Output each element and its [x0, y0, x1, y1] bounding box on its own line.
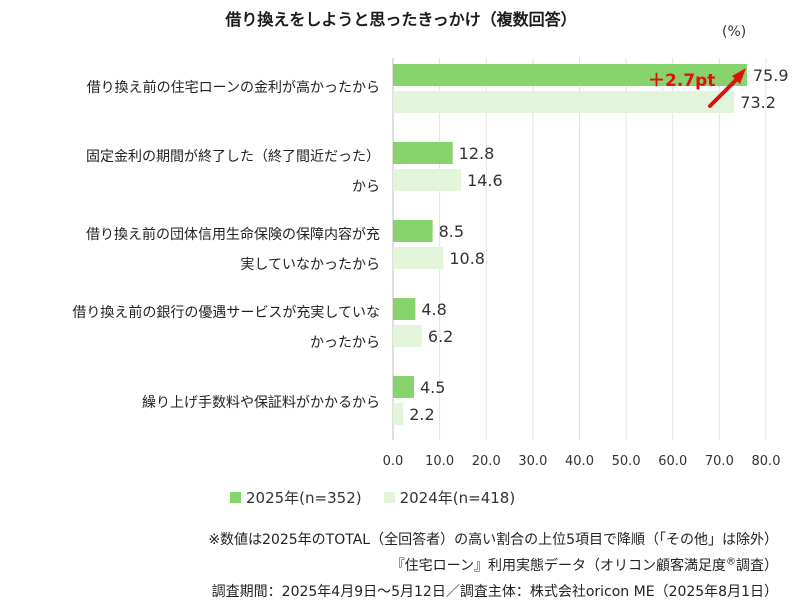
x-tick-label: 30.0 [518, 454, 547, 469]
x-tick-label: 60.0 [658, 454, 687, 469]
category-label: 実していなかったから [240, 257, 380, 273]
note-ranking: ※数値は2025年のTOTAL（全回答者）の高い割合の上位5項目で降順（「その他… [208, 532, 778, 548]
bar-chart: 0.0 10.0 20.0 30.0 40.0 50.0 60.0 70.0 80.0 75.9 1… [383, 58, 789, 469]
legend: 2025年(n=352) 2024年(n=418) [230, 487, 537, 508]
unit-label: (%) [722, 24, 747, 40]
bar-2024 [393, 169, 462, 191]
x-tick-label: 40.0 [565, 454, 594, 469]
data-label: 4.8 [421, 300, 446, 319]
bar-2024 [393, 91, 735, 113]
bar-2024 [393, 247, 444, 269]
legend-label: 2024年(n=418) [399, 489, 516, 507]
bar-2025 [393, 376, 414, 398]
category-label: 借り換え前の住宅ローンの金利が高かったから [86, 80, 380, 96]
legend-item: 2025年(n=352) [230, 487, 362, 508]
category-label: 借り換え前の銀行の優遇サービスが充実していな [72, 305, 380, 321]
legend-label: 2025年(n=352) [246, 489, 362, 507]
bar-2025 [393, 220, 433, 242]
note-period: 調査期間：2025年4月9日～5月12日／調査主体：株式会社oricon ME（… [211, 584, 778, 600]
data-label: 2.2 [409, 405, 434, 424]
chart-title: 借り換えをしようと思ったきっかけ（複数回答） [225, 10, 577, 29]
category-label: 借り換え前の団体信用生命保険の保障内容が充 [86, 227, 380, 243]
x-tick-label: 20.0 [472, 454, 501, 469]
registered-mark: ® [726, 556, 736, 568]
x-tick-label: 10.0 [425, 454, 454, 469]
arrow-head-icon [732, 68, 746, 84]
data-label: 12.8 [459, 144, 495, 163]
data-label: 10.8 [449, 249, 485, 268]
x-tick-label: 70.0 [705, 454, 734, 469]
note-source: 『住宅ローン』利用実態データ（オリコン顧客満足度®調査） [390, 556, 778, 574]
bar-2024 [393, 325, 422, 347]
bar-2025 [393, 298, 416, 320]
legend-swatch [383, 492, 395, 503]
data-label: 75.9 [753, 66, 789, 85]
bar-2024 [393, 403, 404, 425]
category-label: 固定金利の期間が終了した（終了間近だった） [86, 149, 380, 165]
x-tick-label: 0.0 [383, 454, 404, 469]
data-label: 8.5 [439, 222, 464, 241]
x-tick-label: 50.0 [612, 454, 641, 469]
x-tick-label: 80.0 [752, 454, 781, 469]
bar-2025 [393, 64, 747, 86]
bar-2025 [393, 142, 453, 164]
arrow-shaft [708, 78, 738, 108]
data-label: 4.5 [420, 378, 445, 397]
legend-swatch [230, 492, 241, 503]
legend-item: 2024年(n=418) [383, 487, 516, 508]
increase-annotation: ＋2.7pt [648, 71, 715, 91]
data-label: 14.6 [467, 171, 503, 190]
data-label: 6.2 [428, 327, 453, 346]
category-label: 繰り上げ手数料や保証料がかかるから [142, 395, 380, 411]
data-label: 73.2 [740, 93, 776, 112]
category-label: から [352, 179, 380, 195]
category-label: かったから [310, 335, 380, 351]
